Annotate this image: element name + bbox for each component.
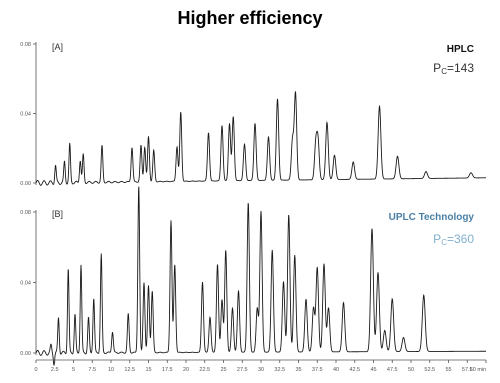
x-tick-label: 15 — [145, 367, 151, 373]
x-tick-label: 40 — [333, 367, 339, 373]
x-tick-label: 37.5 — [312, 367, 323, 373]
x-tick-label: 45 — [370, 367, 376, 373]
panel-b-trace — [35, 186, 486, 366]
panel-b-uplc: 0.00 0.04 0.08 [B] UPLC Technology PC=360 — [20, 186, 486, 366]
x-tick-label: 35 — [295, 367, 301, 373]
panel-a-y-tick-label: 0.04 — [20, 112, 31, 118]
x-tick-label: 22.5 — [199, 367, 210, 373]
page-title: Higher efficiency — [177, 8, 323, 28]
panel-a-y-tick-label: 0.00 — [20, 181, 31, 187]
x-tick-label: 12.5 — [124, 367, 135, 373]
panel-b-label: [B] — [52, 209, 63, 219]
x-tick-label: 25 — [220, 367, 226, 373]
x-tick-label: 5 — [72, 367, 75, 373]
x-tick-label: 57.5 — [462, 367, 473, 373]
x-tick-label: 27.5 — [237, 367, 248, 373]
x-tick-label: 32.5 — [274, 367, 285, 373]
x-tick-label: 55 — [445, 367, 451, 373]
panel-b-peak-capacity: PC=360 — [433, 232, 474, 247]
panel-b-y-tick-label: 0.00 — [20, 351, 31, 357]
panel-a-y-tick-label: 0.08 — [20, 42, 31, 48]
x-tick-label: 2.5 — [51, 367, 59, 373]
x-tick-label: 42.5 — [349, 367, 360, 373]
x-axis: 0 2.5 5 7.5 10 12.5 15 17.5 20 22.5 25 27.5 30 32.5 35… — [34, 359, 487, 373]
panel-a-series-label: HPLC — [447, 44, 474, 55]
x-tick-label: 30 — [258, 367, 264, 373]
x-tick-label: 47.5 — [387, 367, 398, 373]
x-tick-label: 0 — [34, 367, 37, 373]
x-tick-label: 60 min — [470, 367, 487, 373]
panel-a-label: [A] — [52, 42, 63, 52]
x-tick-label: 7.5 — [88, 367, 96, 373]
x-tick-label: 10 — [108, 367, 114, 373]
x-tick-label: 50 — [408, 367, 414, 373]
panel-b-y-tick-label: 0.04 — [20, 281, 31, 287]
x-tick-label: 17.5 — [162, 367, 173, 373]
panel-a-hplc: 0.00 0.04 0.08 [A] HPLC PC=143 — [20, 42, 486, 187]
panel-a-peak-capacity: PC=143 — [433, 61, 474, 76]
x-tick-label: 52.5 — [424, 367, 435, 373]
x-tick-label: 20 — [183, 367, 189, 373]
panel-a-trace — [35, 91, 486, 186]
panel-b-series-label: UPLC Technology — [389, 212, 475, 223]
panel-b-y-tick-label: 0.08 — [20, 210, 31, 216]
